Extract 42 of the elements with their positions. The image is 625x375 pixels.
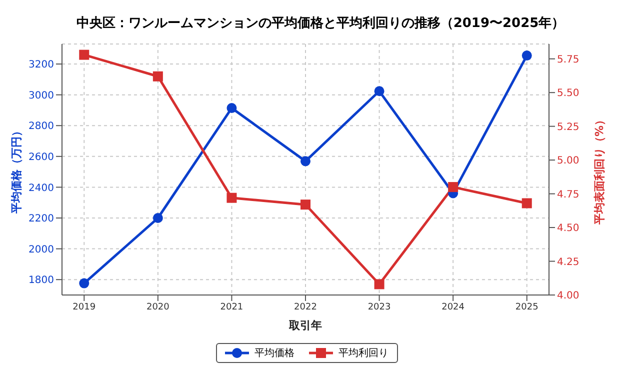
y-tick-label: 2400 bbox=[28, 182, 54, 194]
y-tick-label: 3000 bbox=[28, 90, 54, 102]
point bbox=[522, 198, 532, 208]
point bbox=[152, 213, 163, 224]
x-axis-title: 取引年 bbox=[288, 319, 322, 332]
x-tick-label: 2021 bbox=[220, 302, 244, 312]
x-tick-label: 2022 bbox=[294, 302, 317, 312]
y-tick-label: 1800 bbox=[28, 275, 54, 286]
point bbox=[374, 86, 384, 96]
y-axis-title: 平均価格（万円） bbox=[10, 126, 23, 214]
y-tick-label: 2000 bbox=[28, 244, 54, 256]
y-tick-label: 2800 bbox=[28, 121, 54, 132]
chart-title: 中央区：ワンルームマンションの平均価格と平均利回りの推移（2019〜2025年） bbox=[75, 15, 566, 32]
x-tick-label: 2020 bbox=[146, 302, 170, 312]
y2-tick-label: 4.50 bbox=[557, 223, 580, 234]
y2-axis-title: 平均表面利回り（%） bbox=[592, 114, 606, 226]
point bbox=[226, 103, 237, 114]
y-tick-label: 2200 bbox=[28, 214, 54, 225]
point bbox=[79, 50, 90, 60]
point bbox=[448, 182, 458, 192]
point bbox=[226, 192, 237, 203]
y-tick-label: 3200 bbox=[28, 60, 54, 71]
y2-tick-label: 5.75 bbox=[557, 54, 580, 66]
y2-tick-label: 5.00 bbox=[557, 156, 580, 167]
x-tick-label: 2019 bbox=[72, 302, 96, 312]
y2-tick-label: 4.25 bbox=[557, 256, 580, 268]
x-tick-label: 2023 bbox=[368, 302, 391, 312]
y2-tick-label: 5.50 bbox=[557, 88, 580, 100]
x-tick-label: 2025 bbox=[515, 302, 538, 312]
x-tick-label: 2024 bbox=[442, 302, 465, 312]
point bbox=[300, 156, 310, 166]
legend-label: 平均価格 bbox=[254, 346, 294, 360]
point bbox=[374, 279, 384, 290]
y-tick-label: 2600 bbox=[28, 152, 54, 163]
point bbox=[152, 71, 163, 82]
y2-tick-label: 4.00 bbox=[557, 290, 580, 302]
y2-tick-label: 5.25 bbox=[557, 122, 580, 133]
point bbox=[79, 278, 90, 288]
y2-tick-label: 4.75 bbox=[557, 189, 580, 200]
legend-label: 平均利回り bbox=[338, 346, 388, 360]
point bbox=[522, 50, 532, 61]
point bbox=[300, 200, 310, 210]
